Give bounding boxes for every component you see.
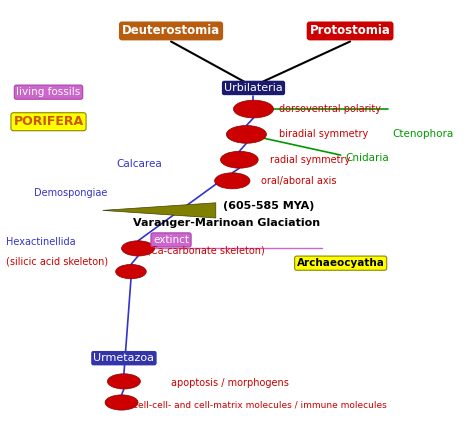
Text: Deuterostomia: Deuterostomia (122, 25, 220, 37)
Text: dorsoventral polarity: dorsoventral polarity (279, 104, 382, 114)
Text: Urbilateria: Urbilateria (224, 83, 283, 93)
Text: living fossils: living fossils (17, 87, 81, 97)
Text: Urmetazoa: Urmetazoa (93, 353, 155, 363)
Text: oral/aboral axis: oral/aboral axis (261, 176, 336, 186)
Text: Varanger-Marinoan Glaciation: Varanger-Marinoan Glaciation (133, 218, 320, 228)
Ellipse shape (105, 395, 138, 410)
Ellipse shape (220, 151, 258, 168)
Text: PORIFERA: PORIFERA (13, 115, 83, 128)
Text: apoptosis / morphogens: apoptosis / morphogens (171, 379, 289, 388)
Text: Cnidaria: Cnidaria (346, 153, 389, 163)
Ellipse shape (227, 125, 266, 143)
Text: extinct: extinct (153, 235, 189, 245)
Text: (605-585 MYA): (605-585 MYA) (223, 201, 314, 211)
Text: Ctenophora: Ctenophora (392, 129, 454, 139)
Text: Protostomia: Protostomia (310, 25, 391, 37)
Ellipse shape (234, 100, 273, 118)
Text: Calcarea: Calcarea (117, 159, 163, 169)
Ellipse shape (215, 173, 250, 189)
Text: (silicic acid skeleton): (silicic acid skeleton) (6, 256, 108, 266)
Ellipse shape (116, 264, 146, 279)
Text: (Ca-carbonate skeleton): (Ca-carbonate skeleton) (147, 246, 265, 255)
Text: radial symmetry: radial symmetry (270, 155, 350, 165)
Text: biradial symmetry: biradial symmetry (279, 129, 369, 139)
Text: Hexactinellida: Hexactinellida (6, 237, 76, 247)
Ellipse shape (108, 374, 140, 389)
Ellipse shape (121, 241, 155, 256)
Text: cell-cell- and cell-matrix molecules / immune molecules: cell-cell- and cell-matrix molecules / i… (133, 400, 387, 409)
Text: Demospongiae: Demospongiae (35, 189, 108, 198)
Text: Archaeocyatha: Archaeocyatha (297, 258, 384, 268)
Polygon shape (103, 203, 216, 218)
